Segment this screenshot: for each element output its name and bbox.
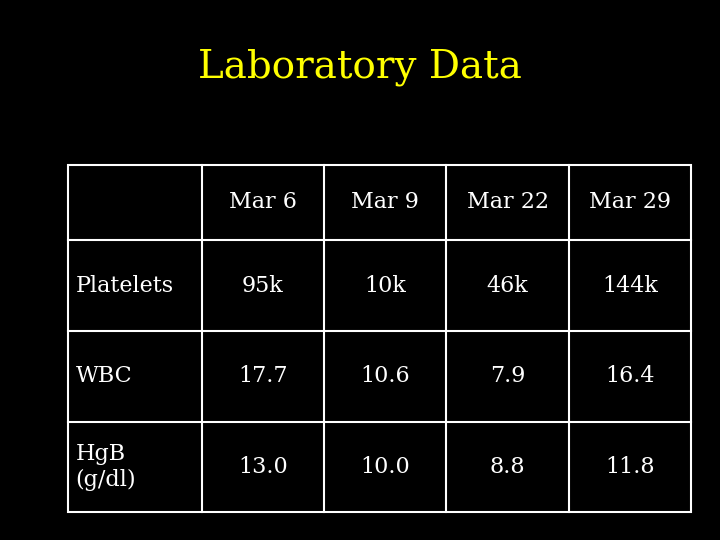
Text: 7.9: 7.9 bbox=[490, 366, 526, 387]
Text: 10k: 10k bbox=[364, 275, 406, 296]
Text: 17.7: 17.7 bbox=[238, 366, 287, 387]
Text: 11.8: 11.8 bbox=[606, 456, 654, 478]
Text: Mar 6: Mar 6 bbox=[229, 192, 297, 213]
Text: 95k: 95k bbox=[242, 275, 284, 296]
Text: HgB
(g/dl): HgB (g/dl) bbox=[76, 443, 136, 491]
Text: 16.4: 16.4 bbox=[606, 366, 654, 387]
Text: 10.0: 10.0 bbox=[360, 456, 410, 478]
Text: 10.6: 10.6 bbox=[361, 366, 410, 387]
Text: 13.0: 13.0 bbox=[238, 456, 288, 478]
Text: WBC: WBC bbox=[76, 366, 132, 387]
Text: Mar 29: Mar 29 bbox=[589, 192, 671, 213]
Text: Mar 22: Mar 22 bbox=[467, 192, 549, 213]
Text: Mar 9: Mar 9 bbox=[351, 192, 419, 213]
Text: Platelets: Platelets bbox=[76, 275, 174, 296]
Text: 46k: 46k bbox=[487, 275, 528, 296]
Text: 144k: 144k bbox=[602, 275, 658, 296]
Bar bbox=[68, 165, 691, 512]
Text: Laboratory Data: Laboratory Data bbox=[198, 49, 522, 86]
Text: 8.8: 8.8 bbox=[490, 456, 526, 478]
